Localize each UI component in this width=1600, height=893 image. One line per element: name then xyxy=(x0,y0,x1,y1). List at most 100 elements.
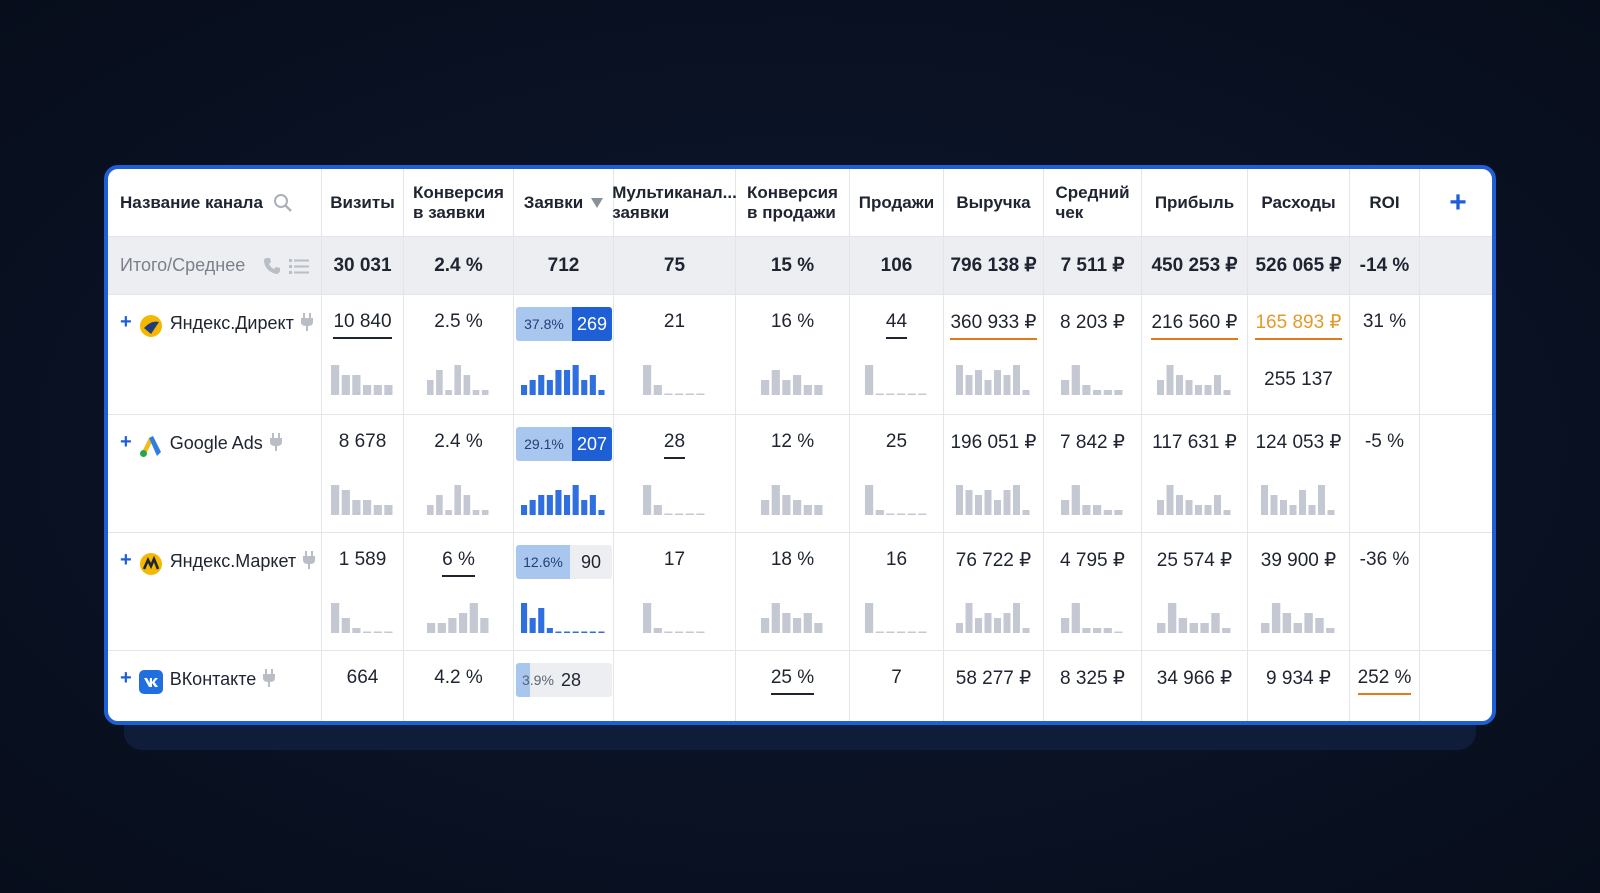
sparkline-bar xyxy=(554,370,561,395)
header-profit[interactable]: Прибыль xyxy=(1142,169,1248,237)
expand-plus-icon[interactable]: + xyxy=(120,311,132,333)
sparkline-bar xyxy=(695,513,704,515)
channel-name[interactable]: Google Ads xyxy=(169,433,263,453)
totals-revenue: 796 138 ₽ xyxy=(944,237,1044,295)
sparkline-bar xyxy=(1166,485,1173,515)
header-channel[interactable]: Название канала xyxy=(108,169,322,237)
plug-icon[interactable] xyxy=(302,551,316,574)
header-visits[interactable]: Визиты xyxy=(322,169,404,237)
sparkline xyxy=(426,603,488,633)
channel-name[interactable]: Яндекс.Маркет xyxy=(169,551,297,571)
value[interactable]: 360 933 ₽ xyxy=(950,311,1037,340)
sparkline-bar xyxy=(1071,603,1080,633)
plug-icon[interactable] xyxy=(262,669,276,692)
sparkline-bar xyxy=(554,631,561,633)
sparkline-bar xyxy=(1221,628,1230,633)
requests-bar[interactable]: 37.8% 269 xyxy=(516,307,612,341)
sparkline-bar xyxy=(529,500,536,515)
header-expenses[interactable]: Расходы xyxy=(1248,169,1350,237)
value[interactable]: 165 893 ₽ xyxy=(1255,311,1342,340)
value: 117 631 ₽ xyxy=(1152,432,1237,453)
value: 25 574 ₽ xyxy=(1156,550,1233,571)
list-icon[interactable] xyxy=(289,257,309,275)
header-roi[interactable]: ROI xyxy=(1350,169,1420,237)
header-avg[interactable]: Средний чек xyxy=(1044,169,1142,237)
sparkline-bar xyxy=(589,375,596,395)
value: 2.5 % xyxy=(434,311,483,332)
search-icon[interactable] xyxy=(273,193,293,213)
channel-name[interactable]: Яндекс.Директ xyxy=(169,313,294,333)
header-requests[interactable]: Заявки xyxy=(514,169,614,237)
sparkline-bar xyxy=(458,613,467,633)
sparkline-bar xyxy=(437,623,446,633)
header-avg-line2: чек xyxy=(1055,202,1084,222)
sparkline-bar xyxy=(760,380,769,395)
value: 58 277 ₽ xyxy=(955,668,1032,689)
header-multi[interactable]: Мультиканал... заявки xyxy=(612,169,737,237)
requests-bar[interactable]: 12.6% 90 xyxy=(516,545,612,579)
sparkline-bar xyxy=(463,375,470,395)
sparkline-bar xyxy=(537,375,544,395)
header-conv-sales[interactable]: Конверсия в продажи xyxy=(736,169,850,237)
header-revenue[interactable]: Выручка xyxy=(944,169,1044,237)
plus-icon[interactable]: + xyxy=(1449,185,1467,219)
sparkline-bar xyxy=(663,631,672,633)
sparkline-bar xyxy=(563,495,570,515)
value[interactable]: 10 840 xyxy=(333,311,392,339)
totals-requests: 712 xyxy=(514,237,614,295)
requests-bar[interactable]: 29.1% 207 xyxy=(516,427,612,461)
phone-icon[interactable] xyxy=(263,257,281,275)
plug-icon[interactable] xyxy=(300,313,314,336)
sparkline-bar xyxy=(341,618,350,633)
sparkline xyxy=(642,485,704,515)
cell-profit: 216 560 ₽ xyxy=(1142,295,1248,415)
sparkline-bar xyxy=(563,370,570,395)
expand-plus-icon[interactable]: + xyxy=(120,667,132,689)
sparkline-bar xyxy=(383,505,392,515)
sparkline-bar xyxy=(1175,375,1183,395)
cell-sales: 44 xyxy=(850,295,944,415)
cell-requests: 29.1% 207 xyxy=(514,415,614,533)
value[interactable]: 25 % xyxy=(770,667,815,695)
add-column-button[interactable]: + xyxy=(1420,169,1492,237)
channel-row-yandex-direct[interactable]: + Яндекс.Директ xyxy=(108,295,322,415)
cell-sales: 25 xyxy=(850,415,944,533)
cell-revenue: 76 722 ₽ xyxy=(944,533,1044,651)
channel-row-vkontakte[interactable]: + ВКонтакте xyxy=(108,651,322,721)
sparkline-bar xyxy=(653,628,662,633)
channel-row-google-ads[interactable]: + Google Ads xyxy=(108,415,322,533)
plug-icon[interactable] xyxy=(269,433,283,456)
expand-plus-icon[interactable]: + xyxy=(120,431,132,453)
value-secondary[interactable]: 255 137 xyxy=(1264,369,1333,390)
header-sales[interactable]: Продажи xyxy=(850,169,944,237)
channel-name[interactable]: ВКонтакте xyxy=(169,669,257,689)
value[interactable]: 44 xyxy=(885,311,908,339)
sparkline-bar xyxy=(1213,495,1221,515)
sparkline-bar xyxy=(469,603,478,633)
value[interactable]: 6 % xyxy=(442,549,475,577)
sparkline-bar xyxy=(1103,390,1112,395)
sparkline-bar xyxy=(520,505,527,515)
value[interactable]: 28 xyxy=(663,431,686,459)
sparkline-bar xyxy=(1194,505,1202,515)
cell-conv-req: 6 % xyxy=(404,533,514,651)
value[interactable]: 252 % xyxy=(1357,667,1412,695)
value[interactable]: 216 560 ₽ xyxy=(1151,311,1238,340)
totals-conv-sales: 15 % xyxy=(736,237,850,295)
sparkline-bar xyxy=(1092,628,1101,633)
sort-desc-icon[interactable] xyxy=(591,197,604,208)
expand-plus-icon[interactable]: + xyxy=(120,549,132,571)
cell-avg: 7 842 ₽ xyxy=(1044,415,1142,533)
sparkline-bar xyxy=(771,485,780,515)
header-conv-sales-line1: Конверсия xyxy=(747,182,838,202)
sparkline-bar xyxy=(1156,380,1164,395)
header-conv-req[interactable]: Конверсия в заявки xyxy=(404,169,514,237)
cell-multi: 17 xyxy=(614,533,736,651)
sparkline xyxy=(864,365,926,395)
requests-count: 90 xyxy=(570,545,612,579)
sparkline-bar xyxy=(965,375,972,395)
requests-bar[interactable]: 3.9% 28 xyxy=(516,663,612,697)
sparkline-bar xyxy=(1103,510,1112,515)
cell-profit: 117 631 ₽ xyxy=(1142,415,1248,533)
channel-row-yandex-market[interactable]: + Яндекс.Маркет xyxy=(108,533,322,651)
